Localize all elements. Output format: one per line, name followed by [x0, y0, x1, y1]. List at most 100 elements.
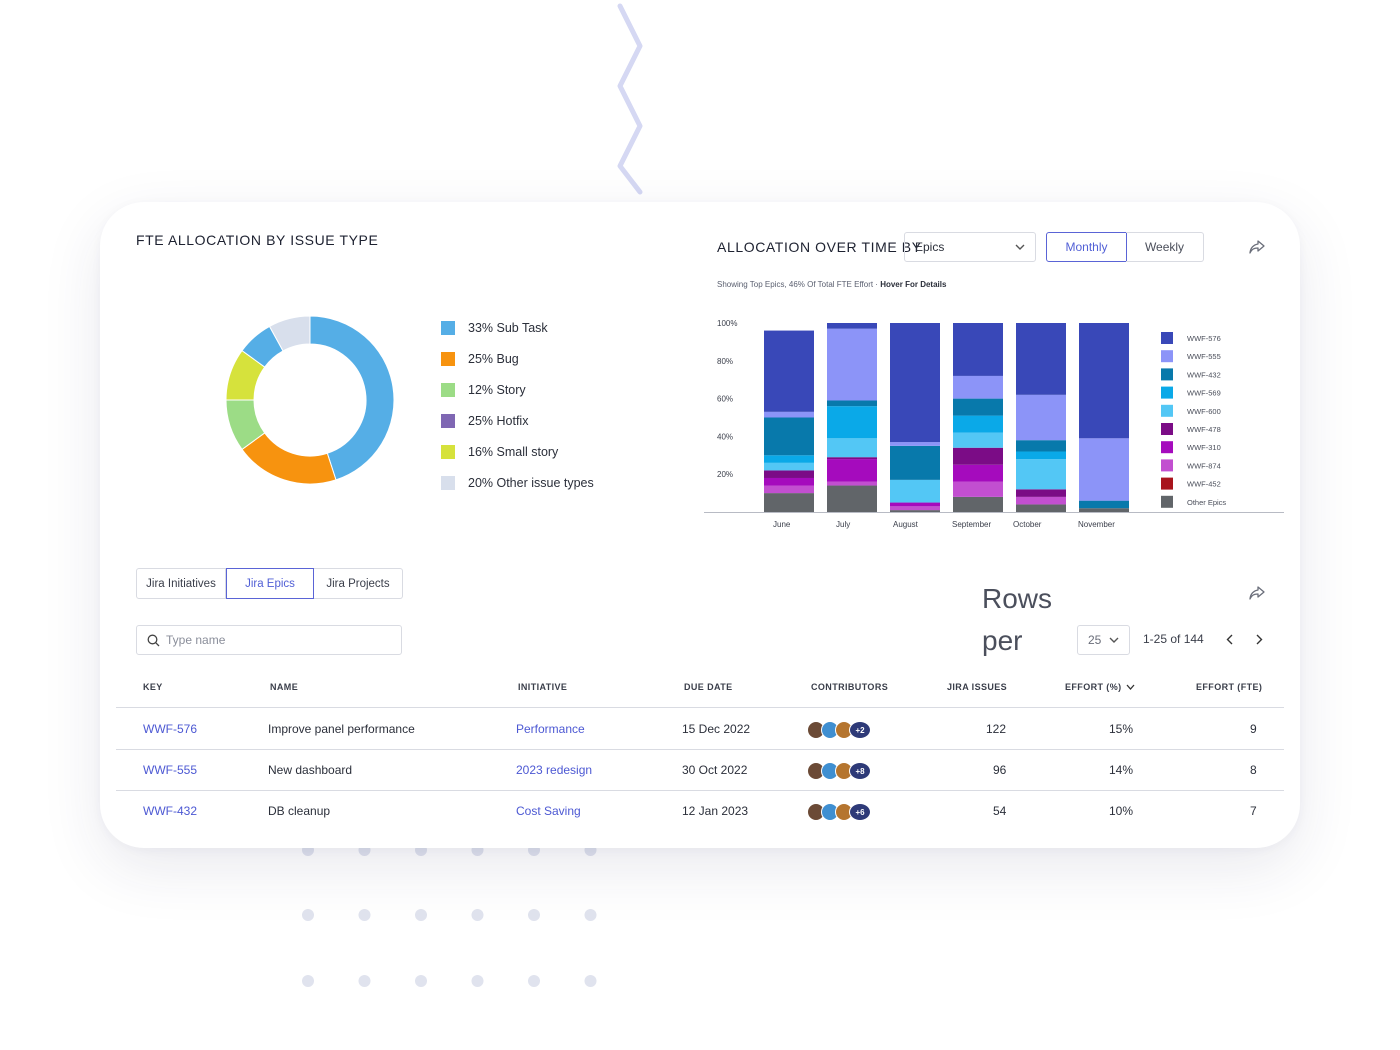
row-key-link[interactable]: WWF-576	[143, 722, 197, 736]
chart-legend-label[interactable]: WWF-600	[1187, 407, 1221, 416]
bar-segment[interactable]	[890, 506, 940, 511]
column-header-effort-fte[interactable]: EFFORT (FTE)	[1196, 682, 1263, 692]
more-contributors-badge[interactable]: +8	[849, 762, 871, 780]
chart-legend-label[interactable]: WWF-555	[1187, 352, 1221, 361]
bar-segment[interactable]	[827, 328, 877, 401]
bar-segment[interactable]	[764, 485, 814, 494]
legend-item[interactable]: 20% Other issue types	[441, 467, 594, 498]
bar-segment[interactable]	[953, 464, 1003, 482]
column-header-contributors[interactable]: CONTRIBUTORS	[811, 682, 889, 692]
donut-slice[interactable]	[309, 315, 395, 481]
donut-slice[interactable]	[241, 432, 337, 485]
bar-segment[interactable]	[1079, 323, 1129, 439]
bar-segment[interactable]	[890, 442, 940, 446]
more-contributors-badge[interactable]: +2	[849, 721, 871, 739]
bar-segment[interactable]	[764, 470, 814, 478]
column-header-effort-pct[interactable]: EFFORT (%)	[1065, 682, 1135, 692]
bar-segment[interactable]	[1016, 489, 1066, 497]
bar-segment[interactable]	[1016, 504, 1066, 512]
chart-legend-label[interactable]: Other Epics	[1187, 498, 1226, 507]
row-initiative-link[interactable]: 2023 redesign	[516, 763, 593, 777]
tab-jira-epics[interactable]: Jira Epics	[226, 568, 314, 599]
search-input[interactable]	[166, 633, 386, 647]
row-initiative-link[interactable]: Performance	[516, 722, 585, 736]
legend-item[interactable]: 33% Sub Task	[441, 312, 594, 343]
x-tick-label: November	[1078, 520, 1115, 529]
bar-segment[interactable]	[827, 459, 877, 482]
bar-segment[interactable]	[953, 496, 1003, 512]
bar-segment[interactable]	[1016, 394, 1066, 441]
monthly-toggle[interactable]: Monthly	[1046, 232, 1127, 262]
contributors-avatars[interactable]: +2	[807, 721, 871, 739]
legend-item[interactable]: 25% Bug	[441, 343, 594, 374]
bar-segment[interactable]	[953, 398, 1003, 416]
chart-legend-label[interactable]: WWF-452	[1187, 480, 1221, 489]
bar-segment[interactable]	[1016, 323, 1066, 395]
bar-segment[interactable]	[764, 477, 814, 486]
bar-segment[interactable]	[890, 445, 940, 480]
donut-slice[interactable]	[268, 315, 311, 352]
bar-segment[interactable]	[1079, 508, 1129, 512]
column-header-name[interactable]: NAME	[270, 682, 299, 692]
bar-segment[interactable]	[953, 415, 1003, 433]
bar-segment[interactable]	[764, 417, 814, 456]
bar-segment[interactable]	[764, 330, 814, 412]
weekly-toggle[interactable]: Weekly	[1126, 232, 1204, 262]
bar-segment[interactable]	[764, 462, 814, 471]
bar-segment[interactable]	[953, 323, 1003, 376]
chart-legend-label[interactable]: WWF-478	[1187, 425, 1221, 434]
table-share-icon[interactable]	[1248, 584, 1266, 602]
bar-segment[interactable]	[827, 438, 877, 458]
bar-segment[interactable]	[827, 485, 877, 512]
bar-segment[interactable]	[953, 432, 1003, 448]
row-key-link[interactable]: WWF-555	[143, 763, 197, 777]
chart-legend-label[interactable]: WWF-874	[1187, 461, 1221, 470]
previous-page-button[interactable]	[1221, 630, 1237, 648]
bar-segment[interactable]	[827, 457, 877, 460]
chart-legend-label[interactable]: WWF-569	[1187, 389, 1221, 398]
bar-segment[interactable]	[764, 493, 814, 512]
share-icon[interactable]	[1248, 238, 1266, 256]
legend-item[interactable]: 25% Hotfix	[441, 405, 594, 436]
contributors-avatars[interactable]: +8	[807, 762, 871, 780]
contributors-avatars[interactable]: +6	[807, 803, 871, 821]
column-header-due-date[interactable]: DUE DATE	[684, 682, 733, 692]
bar-segment[interactable]	[764, 411, 814, 418]
bar-segment[interactable]	[827, 481, 877, 486]
chart-legend-label[interactable]: WWF-432	[1187, 370, 1221, 379]
chart-legend-label[interactable]: WWF-310	[1187, 443, 1221, 452]
bar-segment[interactable]	[890, 479, 940, 503]
legend-swatch	[441, 351, 455, 366]
rows-per-page-select[interactable]: 25	[1077, 625, 1130, 655]
more-contributors-badge[interactable]: +6	[849, 803, 871, 821]
bar-segment[interactable]	[953, 447, 1003, 465]
bar-segment[interactable]	[953, 375, 1003, 399]
bar-segment[interactable]	[890, 323, 940, 443]
column-header-initiative[interactable]: INITIATIVE	[518, 682, 568, 692]
row-initiative-link[interactable]: Cost Saving	[516, 804, 581, 818]
bar-segment[interactable]	[1079, 438, 1129, 501]
y-tick-label: 40%	[717, 432, 733, 441]
group-by-select[interactable]: Epics	[904, 232, 1036, 262]
bar-segment[interactable]	[764, 455, 814, 463]
chart-legend-label[interactable]: WWF-576	[1187, 334, 1221, 343]
bar-segment[interactable]	[953, 481, 1003, 497]
legend-item[interactable]: 12% Story	[441, 374, 594, 405]
legend-item[interactable]: 16% Small story	[441, 436, 594, 467]
tab-jira-initiatives[interactable]: Jira Initiatives	[136, 568, 226, 599]
column-header-key[interactable]: KEY	[143, 682, 163, 692]
bar-segment[interactable]	[1016, 451, 1066, 460]
column-header-jira-issues[interactable]: JIRA ISSUES	[947, 682, 1008, 692]
bar-segment[interactable]	[890, 510, 940, 512]
row-key-link[interactable]: WWF-432	[143, 804, 197, 818]
bar-segment[interactable]	[1016, 440, 1066, 452]
bar-segment[interactable]	[890, 502, 940, 507]
bar-segment[interactable]	[1016, 459, 1066, 490]
bar-segment[interactable]	[827, 406, 877, 439]
bar-segment[interactable]	[1016, 496, 1066, 505]
bar-segment[interactable]	[827, 323, 877, 329]
next-page-button[interactable]	[1251, 630, 1267, 648]
bar-segment[interactable]	[827, 400, 877, 407]
bar-segment[interactable]	[1079, 500, 1129, 509]
tab-jira-projects[interactable]: Jira Projects	[314, 568, 403, 599]
